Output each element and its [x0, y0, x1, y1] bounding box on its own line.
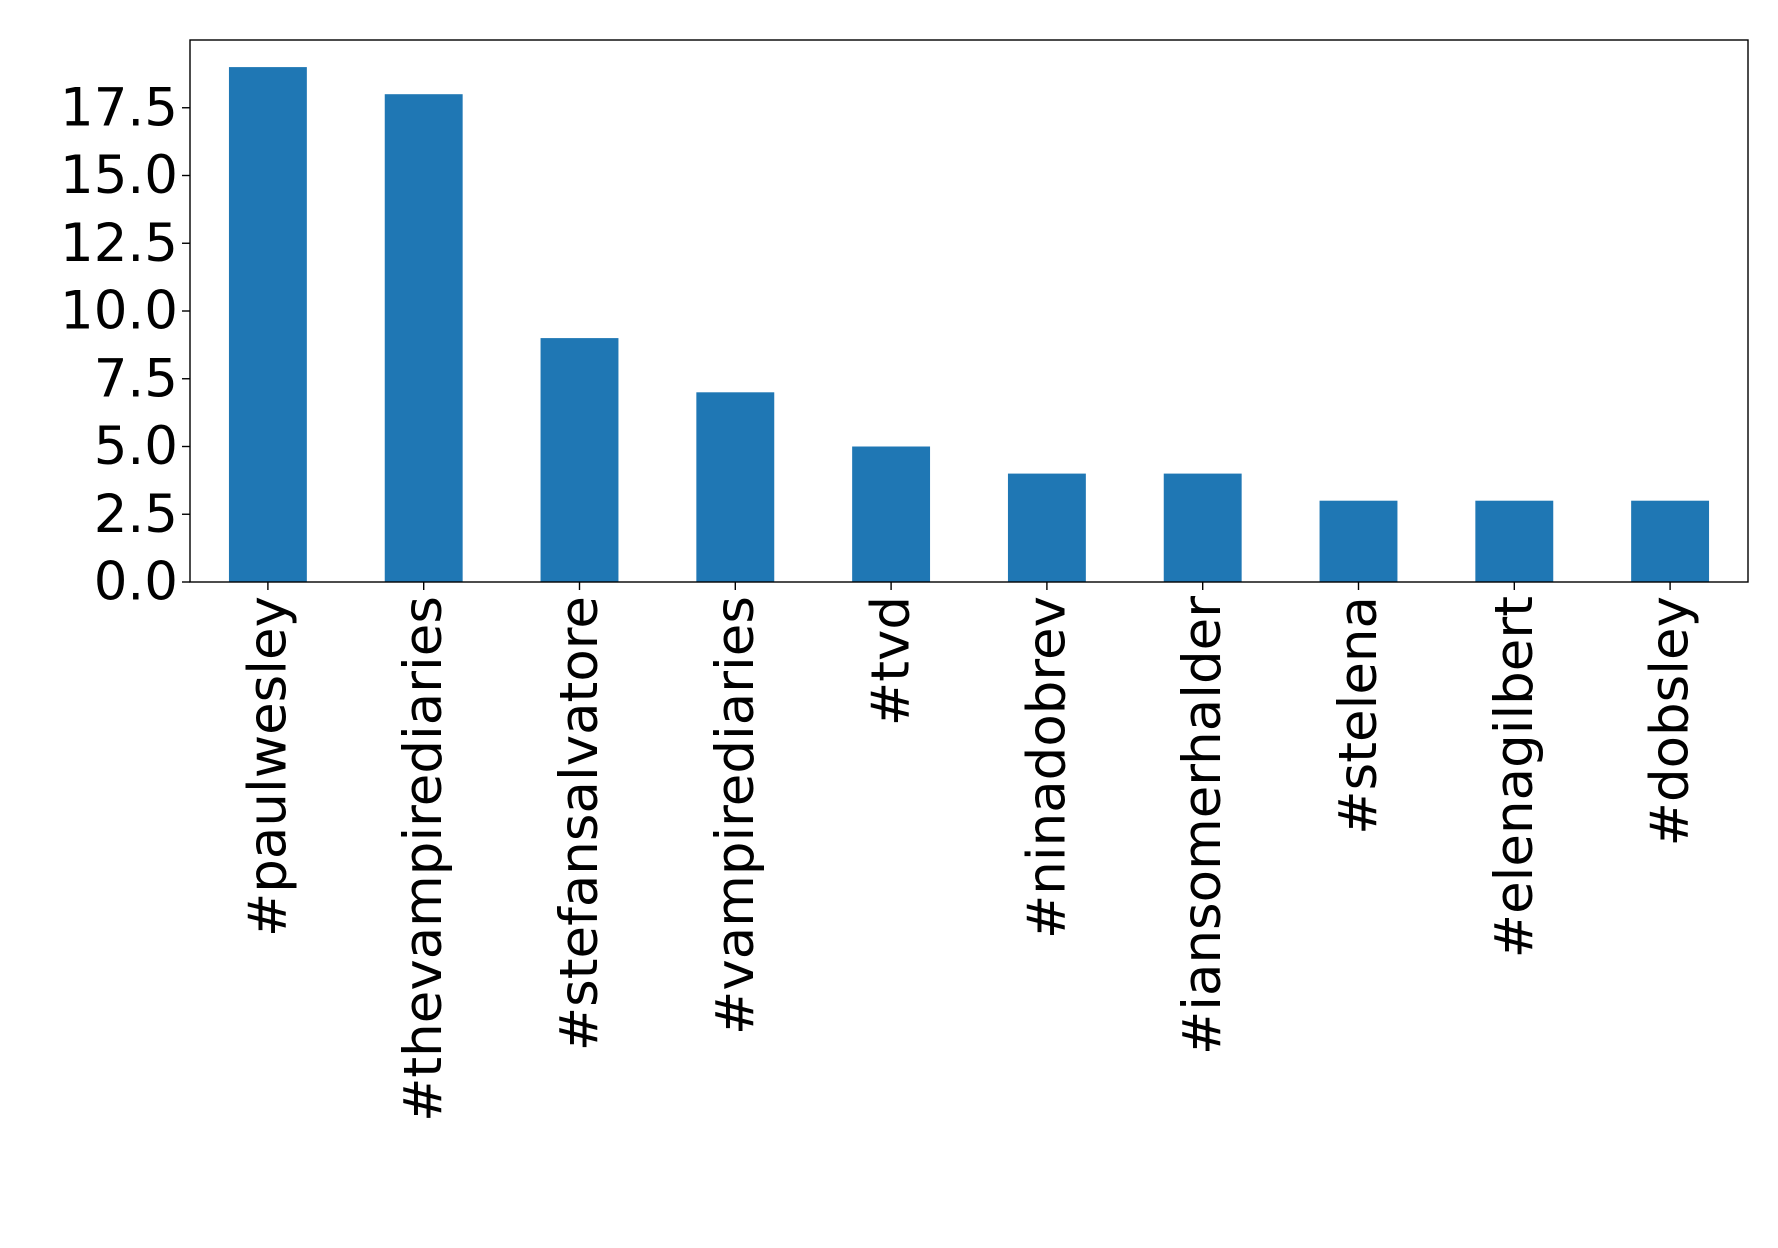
bar-stefansalvatore: [540, 338, 619, 582]
x-tick-label: #thevampirediaries: [393, 596, 454, 1122]
bar-vampirediaries: [696, 392, 775, 582]
bar-ninadobrev: [1007, 473, 1086, 582]
x-tick-label: #vampirediaries: [705, 596, 766, 1035]
y-tick-label: 5.0: [94, 416, 178, 477]
bar-thevampirediaries: [384, 94, 463, 582]
x-tick-label: #tvd: [861, 596, 922, 726]
bar-iansomerhalder: [1163, 473, 1242, 582]
x-tick-label: #ninadobrev: [1016, 596, 1077, 939]
y-tick-label: 10.0: [60, 281, 178, 342]
y-tick-label: 2.5: [94, 484, 178, 545]
y-axis: 0.0 2.5 5.0 7.510.0 12.5 15.0 17.5: [60, 77, 190, 613]
bar-stelena: [1319, 500, 1398, 582]
y-tick-label: 12.5: [60, 213, 178, 274]
x-axis: #paulwesley #thevampirediaries #stefansalv…: [237, 582, 1701, 1122]
x-tick-label: #stefansalvatore: [549, 596, 610, 1051]
x-tick-label: #elenagilbert: [1484, 596, 1545, 958]
y-tick-label: 0.0: [94, 552, 178, 613]
x-tick-label: #dobsley: [1640, 596, 1701, 846]
y-tick-label: 17.5: [60, 77, 178, 138]
plot-frame: [189, 39, 1749, 583]
bar-paulwesley: [228, 67, 307, 583]
x-tick-label: #iansomerhalder: [1172, 596, 1233, 1055]
bar-elenagilbert: [1475, 500, 1554, 582]
x-tick-label: #paulwesley: [237, 596, 298, 937]
bar-dobsley: [1631, 500, 1710, 582]
bar-tvd: [852, 446, 931, 582]
y-tick-label: 7.5: [94, 348, 178, 409]
bars-group: [228, 67, 1710, 583]
y-tick-label: 15.0: [60, 145, 178, 206]
x-tick-label: #stelena: [1328, 596, 1389, 835]
